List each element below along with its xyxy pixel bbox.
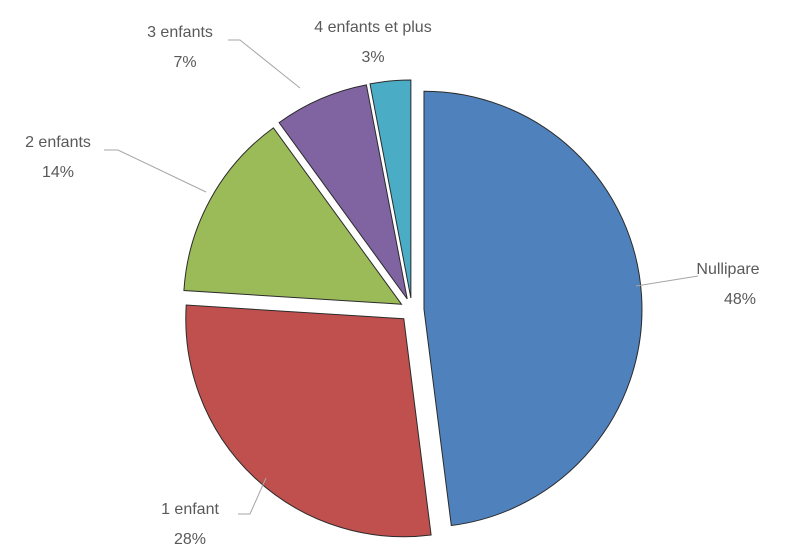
slice-label: 2 enfants <box>25 134 91 151</box>
slice-value-label: 28% <box>174 531 206 548</box>
slice-value-label: 3% <box>361 49 384 66</box>
pie-slice <box>278 84 408 300</box>
slice-label: 3 enfants <box>147 24 213 41</box>
slice-value-label: 7% <box>173 54 196 71</box>
pie-slice <box>183 127 403 305</box>
slice-label: 4 enfants et plus <box>314 19 431 36</box>
pie-slice <box>423 90 643 527</box>
slice-value-label: 48% <box>724 291 756 308</box>
leader-line <box>104 149 207 193</box>
leader-line <box>635 275 699 287</box>
pie-slice <box>185 304 432 538</box>
leader-line <box>238 477 267 515</box>
slice-label: Nullipare <box>696 261 759 278</box>
slice-value-label: 14% <box>42 164 74 181</box>
leader-line <box>228 39 301 89</box>
pie-slice <box>369 79 412 299</box>
slice-label: 1 enfant <box>161 501 219 518</box>
